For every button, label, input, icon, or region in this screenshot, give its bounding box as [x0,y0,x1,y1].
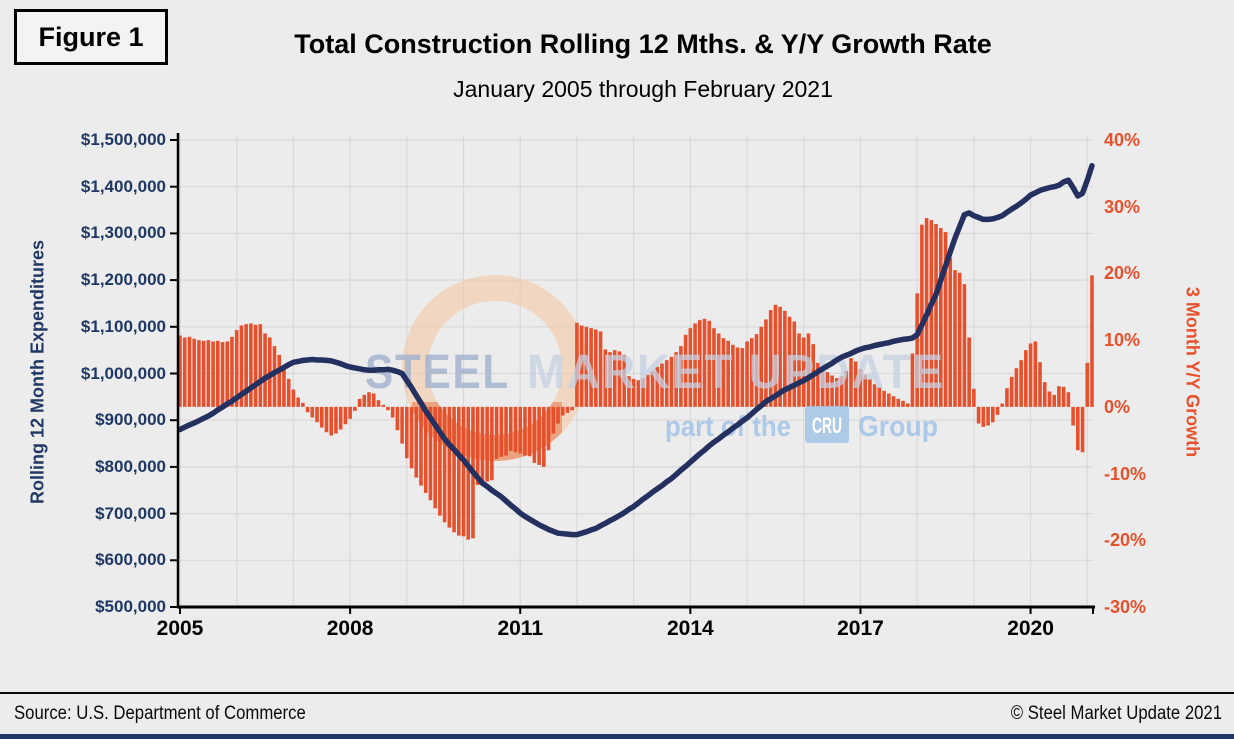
page-subtitle: January 2005 through February 2021 [453,76,833,102]
right-axis-tick-label: 40% [1104,130,1141,150]
watermark-text: STEEL MARKET UPDATE part of the CRU Grou… [365,346,945,443]
right-axis-title: 3 Month Y/Y Growth [1182,286,1203,458]
left-axis-tick-label: $1,000,000 [80,363,166,383]
footer-divider [0,692,1234,694]
x-axis-year-label: 2008 [326,617,374,640]
right-axis-tick-label: 30% [1104,196,1141,217]
watermark-cru: CRU [812,413,842,438]
left-axis-tick-label: $600,000 [95,550,166,570]
right-axis-tick-label: 0% [1104,396,1131,417]
axis-lines [170,133,1095,614]
source-note: Source: U.S. Department of Commerce [14,703,306,724]
left-axis-tick-label: $500,000 [95,597,166,616]
copyright-note: © Steel Market Update 2021 [1010,703,1222,724]
left-axis-tick-label: $1,400,000 [80,176,166,196]
watermark-group: Group [858,411,938,443]
left-axis-tick-label: $1,500,000 [80,130,166,149]
watermark-market-update: MARKET UPDATE [527,346,945,399]
expenditures-line-series [177,162,1095,538]
right-axis-tick-label: -20% [1104,530,1147,551]
watermark-part-of-the: part of the [665,411,791,443]
left-axis-tick-label: $1,300,000 [80,223,166,243]
x-axis-year-label: 2017 [837,617,884,640]
left-axis-tick-label: $1,200,000 [80,270,166,290]
x-axis-year-label: 2005 [156,617,204,640]
bottom-accent-band [0,734,1234,739]
x-axis-year-label: 2020 [1007,617,1054,640]
left-axis-tick-label: $700,000 [95,503,166,523]
x-axis-year-label: 2014 [666,617,714,640]
left-axis-tick-label: $900,000 [95,410,166,430]
right-axis-tick-label: 10% [1104,330,1141,351]
page-title: Total Construction Rolling 12 Mths. & Y/… [294,29,992,59]
watermark-steel: STEEL [365,346,510,399]
left-axis-tick-label: $1,100,000 [80,316,166,336]
left-axis-tick-label: $800,000 [95,456,166,476]
right-axis-tick-label: -30% [1104,597,1147,617]
cru-box [805,406,849,443]
figure-label: Figure 1 [38,21,144,52]
x-axis-year-label: 2011 [497,617,543,640]
figure-badge: Figure 1 [14,9,168,65]
right-axis-tick-label: 20% [1104,263,1141,284]
right-axis-tick-label: -10% [1104,463,1147,484]
